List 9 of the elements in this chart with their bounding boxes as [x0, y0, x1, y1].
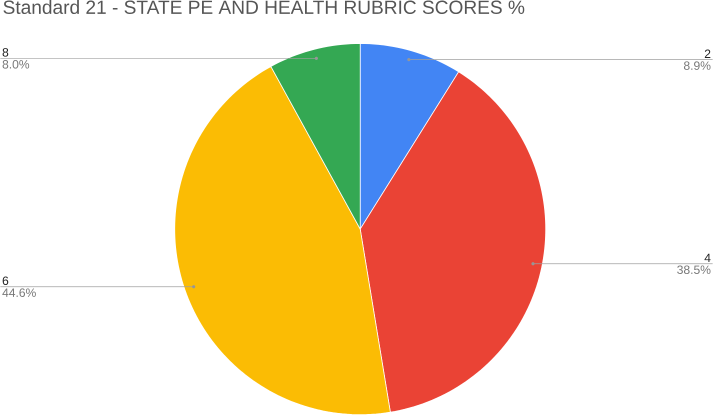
slice-label: 2	[704, 49, 710, 58]
data-label: 44.6%	[2, 288, 36, 297]
data-label: 38.5%	[677, 265, 711, 274]
slice-label: 6	[2, 276, 8, 285]
data-label: 8.9%	[684, 61, 711, 70]
data-label: 8.0%	[2, 60, 30, 69]
slice-label: 8	[2, 48, 8, 57]
slice-label: 4	[704, 254, 711, 262]
chart-title: Standard 21 - STATE PE AND HEALTH RUBRIC SCORES %	[3, 0, 524, 14]
